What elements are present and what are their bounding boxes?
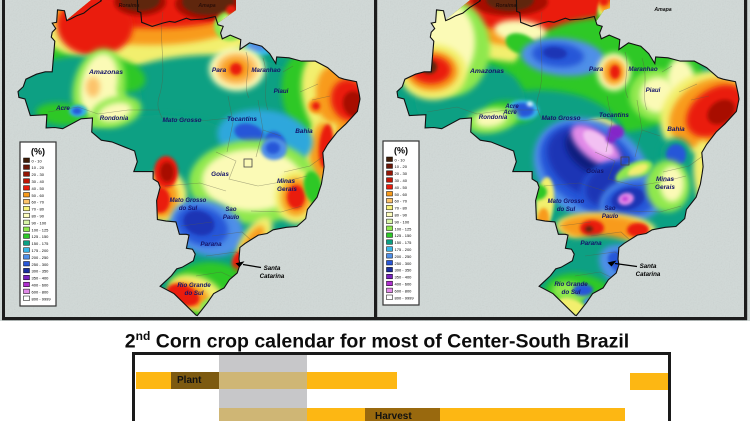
svg-text:125 - 150: 125 - 150 <box>32 234 50 239</box>
svg-text:80 - 90: 80 - 90 <box>32 214 45 219</box>
svg-text:Catarina: Catarina <box>636 271 661 278</box>
svg-text:600 - 800: 600 - 800 <box>395 288 413 293</box>
svg-text:0 - 10: 0 - 10 <box>395 157 406 162</box>
svg-text:Minas: Minas <box>656 176 675 183</box>
svg-text:90 - 100: 90 - 100 <box>32 220 47 225</box>
svg-text:(%): (%) <box>31 147 45 157</box>
svg-text:100 - 125: 100 - 125 <box>395 226 413 231</box>
svg-text:do Sul: do Sul <box>185 290 204 297</box>
svg-text:Minas: Minas <box>277 178 296 185</box>
svg-text:Maranhao: Maranhao <box>251 67 280 74</box>
svg-text:60 - 70: 60 - 70 <box>32 200 45 205</box>
svg-text:100 - 125: 100 - 125 <box>32 227 50 232</box>
svg-text:90 - 100: 90 - 100 <box>395 219 410 224</box>
svg-text:Gerais: Gerais <box>655 184 675 191</box>
svg-text:800 - 9999: 800 - 9999 <box>395 295 415 300</box>
svg-text:Santa: Santa <box>640 263 657 270</box>
svg-text:Amapa: Amapa <box>653 7 671 13</box>
svg-text:800 - 9999: 800 - 9999 <box>32 296 52 301</box>
svg-text:350 - 400: 350 - 400 <box>32 276 50 281</box>
svg-text:Acre: Acre <box>504 104 519 110</box>
svg-text:Amapa: Amapa <box>197 3 215 9</box>
svg-text:50 - 60: 50 - 60 <box>32 193 45 198</box>
svg-text:150 - 175: 150 - 175 <box>32 241 50 246</box>
svg-text:Amazonas: Amazonas <box>88 69 123 76</box>
svg-text:150 - 175: 150 - 175 <box>395 240 413 245</box>
svg-text:Goias: Goias <box>586 168 604 175</box>
svg-text:40 - 50: 40 - 50 <box>395 185 408 190</box>
svg-text:30 - 40: 30 - 40 <box>32 179 45 184</box>
svg-text:Sao: Sao <box>604 206 615 212</box>
svg-text:80 - 90: 80 - 90 <box>395 213 408 218</box>
svg-text:Para: Para <box>212 67 227 74</box>
svg-text:Bahia: Bahia <box>667 126 685 133</box>
svg-text:Santa: Santa <box>264 265 281 272</box>
svg-text:(%): (%) <box>394 146 408 156</box>
svg-text:30 - 40: 30 - 40 <box>395 178 408 183</box>
svg-text:Piaui: Piaui <box>646 87 661 94</box>
svg-text:Maranhao: Maranhao <box>628 66 657 73</box>
svg-text:Acre: Acre <box>502 110 517 116</box>
svg-text:Rio Grande: Rio Grande <box>177 282 211 289</box>
svg-text:600 - 800: 600 - 800 <box>32 289 50 294</box>
svg-text:Piaui: Piaui <box>274 88 289 95</box>
svg-text:Roraima: Roraima <box>119 3 140 9</box>
svg-text:350 - 400: 350 - 400 <box>395 275 413 280</box>
svg-text:Amazonas: Amazonas <box>469 68 504 75</box>
svg-text:40 - 50: 40 - 50 <box>32 186 45 191</box>
svg-text:300 - 350: 300 - 350 <box>32 269 50 274</box>
svg-text:175 - 200: 175 - 200 <box>395 247 413 252</box>
svg-text:70 - 80: 70 - 80 <box>395 206 408 211</box>
svg-text:Paulo: Paulo <box>223 215 240 221</box>
svg-text:250 - 300: 250 - 300 <box>395 261 413 266</box>
svg-text:Mato Grosso: Mato Grosso <box>541 115 580 122</box>
svg-text:Gerais: Gerais <box>277 186 297 193</box>
svg-text:Tocantins: Tocantins <box>599 112 629 119</box>
svg-text:Rondonia: Rondonia <box>100 115 129 122</box>
svg-text:do Sul: do Sul <box>557 207 576 213</box>
svg-text:50 - 60: 50 - 60 <box>395 192 408 197</box>
svg-text:300 - 350: 300 - 350 <box>395 268 413 273</box>
svg-text:0 - 10: 0 - 10 <box>32 158 43 163</box>
svg-text:Mato Grosso: Mato Grosso <box>162 117 201 124</box>
svg-text:60 - 70: 60 - 70 <box>395 199 408 204</box>
svg-text:Rondonia: Rondonia <box>479 114 508 121</box>
svg-text:175 - 200: 175 - 200 <box>32 248 50 253</box>
svg-text:Tocantins: Tocantins <box>227 116 257 123</box>
svg-text:Bahia: Bahia <box>295 128 313 135</box>
svg-text:Goias: Goias <box>211 171 229 178</box>
svg-text:Roraima: Roraima <box>496 3 517 9</box>
svg-text:250 - 300: 250 - 300 <box>32 262 50 267</box>
svg-text:200 - 250: 200 - 250 <box>395 254 413 259</box>
svg-text:20 - 30: 20 - 30 <box>32 172 45 177</box>
svg-text:Mato Grosso: Mato Grosso <box>548 199 585 205</box>
svg-text:10 - 20: 10 - 20 <box>395 164 408 169</box>
svg-text:200 - 250: 200 - 250 <box>32 255 50 260</box>
svg-text:do Sul: do Sul <box>562 289 581 296</box>
svg-text:Paulo: Paulo <box>602 214 619 220</box>
svg-text:Mato Grosso: Mato Grosso <box>170 198 207 204</box>
svg-text:Sao: Sao <box>225 207 236 213</box>
svg-text:Acre: Acre <box>55 105 70 112</box>
svg-text:400 - 600: 400 - 600 <box>395 282 413 287</box>
svg-text:Para: Para <box>589 66 604 73</box>
svg-text:Catarina: Catarina <box>260 273 285 280</box>
svg-text:400 - 600: 400 - 600 <box>32 283 50 288</box>
svg-text:20 - 30: 20 - 30 <box>395 171 408 176</box>
svg-text:Rio Grande: Rio Grande <box>554 281 588 288</box>
svg-text:Parana: Parana <box>580 240 602 247</box>
svg-text:10 - 20: 10 - 20 <box>32 165 45 170</box>
svg-text:do Sul: do Sul <box>179 206 198 212</box>
svg-text:Parana: Parana <box>200 241 222 248</box>
svg-text:125 - 150: 125 - 150 <box>395 233 413 238</box>
svg-text:70 - 80: 70 - 80 <box>32 207 45 212</box>
